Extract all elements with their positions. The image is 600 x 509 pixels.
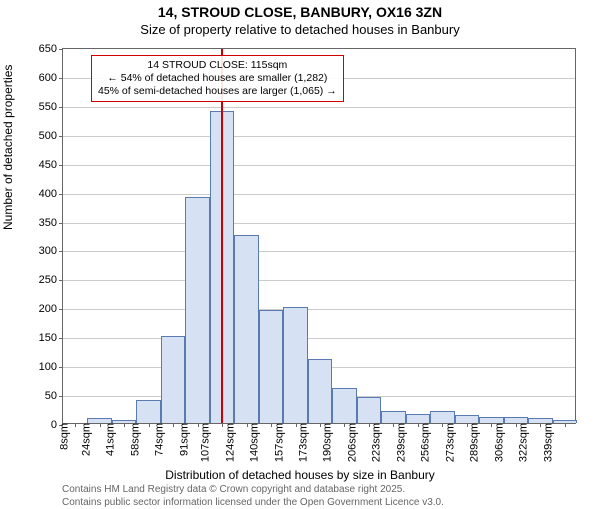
histogram-bar: [430, 411, 454, 423]
x-tick-mark: [173, 423, 174, 427]
y-tick-label: 600: [39, 72, 63, 84]
x-tick-mark: [75, 423, 76, 427]
gridline-h: [63, 309, 575, 310]
chart-container: 14, STROUD CLOSE, BANBURY, OX16 3ZN Size…: [0, 0, 600, 500]
histogram-bar: [234, 235, 258, 423]
x-tick-label: 8sqm: [56, 423, 71, 450]
x-tick-label: 273sqm: [441, 423, 456, 462]
x-tick-label: 190sqm: [319, 423, 334, 462]
title-line-2: Size of property relative to detached ho…: [0, 22, 600, 37]
x-tick-label: 91sqm: [175, 423, 190, 456]
x-tick-label: 24sqm: [77, 423, 92, 456]
annotation-line: 14 STROUD CLOSE: 115sqm: [98, 59, 337, 72]
histogram-bar: [185, 197, 209, 423]
x-axis-label: Distribution of detached houses by size …: [0, 468, 600, 482]
x-tick-label: 256sqm: [417, 423, 432, 462]
x-tick-label: 157sqm: [270, 423, 285, 462]
x-tick-label: 306sqm: [490, 423, 505, 462]
y-tick-label: 250: [39, 274, 63, 286]
x-tick-label: 41sqm: [102, 423, 117, 456]
histogram-bar: [308, 359, 332, 423]
attribution-line-2: Contains public sector information licen…: [62, 497, 444, 509]
gridline-h: [63, 223, 575, 224]
gridline-h: [63, 107, 575, 108]
annotation-line: ← 54% of detached houses are smaller (1,…: [98, 72, 337, 85]
x-tick-mark: [565, 423, 566, 427]
gridline-h: [63, 165, 575, 166]
x-tick-label: 173sqm: [294, 423, 309, 462]
histogram-bar: [283, 307, 307, 423]
y-tick-label: 450: [39, 159, 63, 171]
y-tick-label: 150: [39, 332, 63, 344]
marker-line: [221, 49, 223, 423]
y-tick-label: 650: [39, 43, 63, 55]
x-tick-label: 239sqm: [392, 423, 407, 462]
histogram-bar: [136, 400, 160, 423]
y-tick-label: 100: [39, 361, 63, 373]
histogram-bar: [357, 397, 381, 423]
annotation-box: 14 STROUD CLOSE: 115sqm← 54% of detached…: [91, 55, 344, 102]
y-tick-label: 550: [39, 101, 63, 113]
title-line-1: 14, STROUD CLOSE, BANBURY, OX16 3ZN: [0, 4, 600, 20]
histogram-bar: [406, 414, 430, 423]
histogram-bar: [332, 388, 356, 423]
y-tick-label: 350: [39, 217, 63, 229]
histogram-bar: [259, 310, 283, 423]
y-tick-label: 500: [39, 130, 63, 142]
histogram-bar: [381, 411, 405, 423]
x-tick-label: 223sqm: [368, 423, 383, 462]
gridline-h: [63, 136, 575, 137]
plot-area: 0501001502002503003504004505005506006508…: [62, 48, 576, 424]
x-tick-label: 289sqm: [466, 423, 481, 462]
x-tick-label: 140sqm: [245, 423, 260, 462]
x-tick-label: 206sqm: [343, 423, 358, 462]
x-tick-label: 107sqm: [197, 423, 212, 462]
x-tick-label: 339sqm: [539, 423, 554, 462]
x-tick-label: 322sqm: [515, 423, 530, 462]
histogram-bar: [161, 336, 185, 423]
plot-outer: 0501001502002503003504004505005506006508…: [62, 48, 576, 424]
y-tick-label: 400: [39, 188, 63, 200]
gridline-h: [63, 338, 575, 339]
y-axis-label: Number of detached properties: [1, 65, 15, 230]
x-tick-label: 58sqm: [126, 423, 141, 456]
attribution-line-1: Contains HM Land Registry data © Crown c…: [62, 484, 444, 497]
annotation-line: 45% of semi-detached houses are larger (…: [98, 85, 337, 98]
x-tick-mark: [124, 423, 125, 427]
histogram-bar: [455, 415, 479, 423]
y-tick-label: 200: [39, 303, 63, 315]
gridline-h: [63, 280, 575, 281]
gridline-h: [63, 194, 575, 195]
attribution-text: Contains HM Land Registry data © Crown c…: [62, 484, 444, 509]
y-tick-label: 300: [39, 245, 63, 257]
x-tick-label: 124sqm: [221, 423, 236, 462]
gridline-h: [63, 251, 575, 252]
y-tick-label: 50: [45, 390, 63, 402]
title-block: 14, STROUD CLOSE, BANBURY, OX16 3ZN Size…: [0, 0, 600, 37]
x-tick-label: 74sqm: [151, 423, 166, 456]
